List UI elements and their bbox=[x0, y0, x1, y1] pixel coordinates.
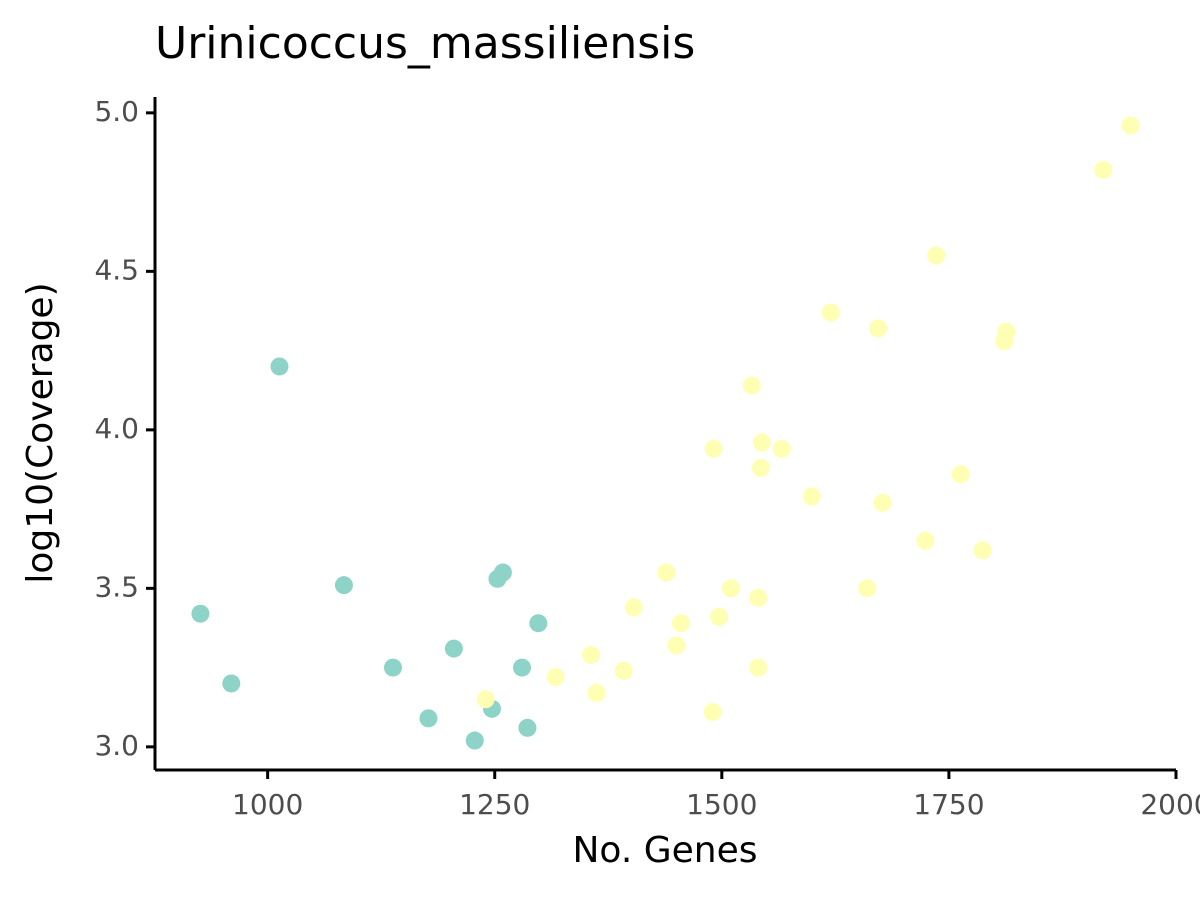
point bbox=[444, 639, 463, 658]
point bbox=[582, 645, 601, 664]
point bbox=[624, 598, 643, 617]
point bbox=[1121, 116, 1140, 135]
point bbox=[667, 636, 686, 655]
point bbox=[751, 458, 770, 477]
point bbox=[270, 357, 289, 376]
point bbox=[858, 579, 877, 598]
point bbox=[1094, 160, 1113, 179]
point bbox=[752, 433, 771, 452]
y-tick-label: 4.5 bbox=[94, 253, 139, 286]
x-tick-label: 2000 bbox=[1140, 788, 1200, 821]
point bbox=[546, 668, 565, 687]
point bbox=[916, 531, 935, 550]
point bbox=[951, 465, 970, 484]
y-tick-label: 5.0 bbox=[94, 95, 139, 128]
x-axis-title: No. Genes bbox=[573, 830, 758, 871]
point bbox=[749, 588, 768, 607]
x-tick-label: 1250 bbox=[459, 788, 530, 821]
point bbox=[749, 658, 768, 677]
point bbox=[614, 661, 633, 680]
point bbox=[973, 541, 992, 560]
point bbox=[476, 690, 495, 709]
chart-title: Urinicoccus_massiliensis bbox=[155, 18, 695, 69]
y-tick-label: 3.5 bbox=[94, 570, 139, 603]
point bbox=[742, 376, 761, 395]
x-tick-label: 1500 bbox=[686, 788, 757, 821]
point bbox=[873, 493, 892, 512]
point bbox=[657, 563, 676, 582]
point bbox=[383, 658, 402, 677]
point bbox=[721, 579, 740, 598]
point bbox=[997, 322, 1016, 341]
point bbox=[869, 319, 888, 338]
x-tick-label: 1750 bbox=[913, 788, 984, 821]
point bbox=[821, 303, 840, 322]
point bbox=[671, 614, 690, 633]
point bbox=[512, 658, 531, 677]
point bbox=[704, 439, 723, 458]
point bbox=[465, 731, 484, 750]
point bbox=[191, 604, 210, 623]
y-tick-label: 4.0 bbox=[94, 412, 139, 445]
point bbox=[587, 683, 606, 702]
point bbox=[334, 576, 353, 595]
point bbox=[222, 674, 241, 693]
x-tick-label: 1000 bbox=[232, 788, 303, 821]
point bbox=[529, 614, 548, 633]
y-axis-title: log10(Coverage) bbox=[20, 282, 61, 583]
point bbox=[703, 702, 722, 721]
point bbox=[518, 718, 537, 737]
point bbox=[802, 487, 821, 506]
point bbox=[772, 439, 791, 458]
point bbox=[927, 246, 946, 265]
y-tick-label: 3.0 bbox=[94, 729, 139, 762]
point bbox=[710, 607, 729, 626]
point bbox=[419, 709, 438, 728]
point bbox=[493, 563, 512, 582]
